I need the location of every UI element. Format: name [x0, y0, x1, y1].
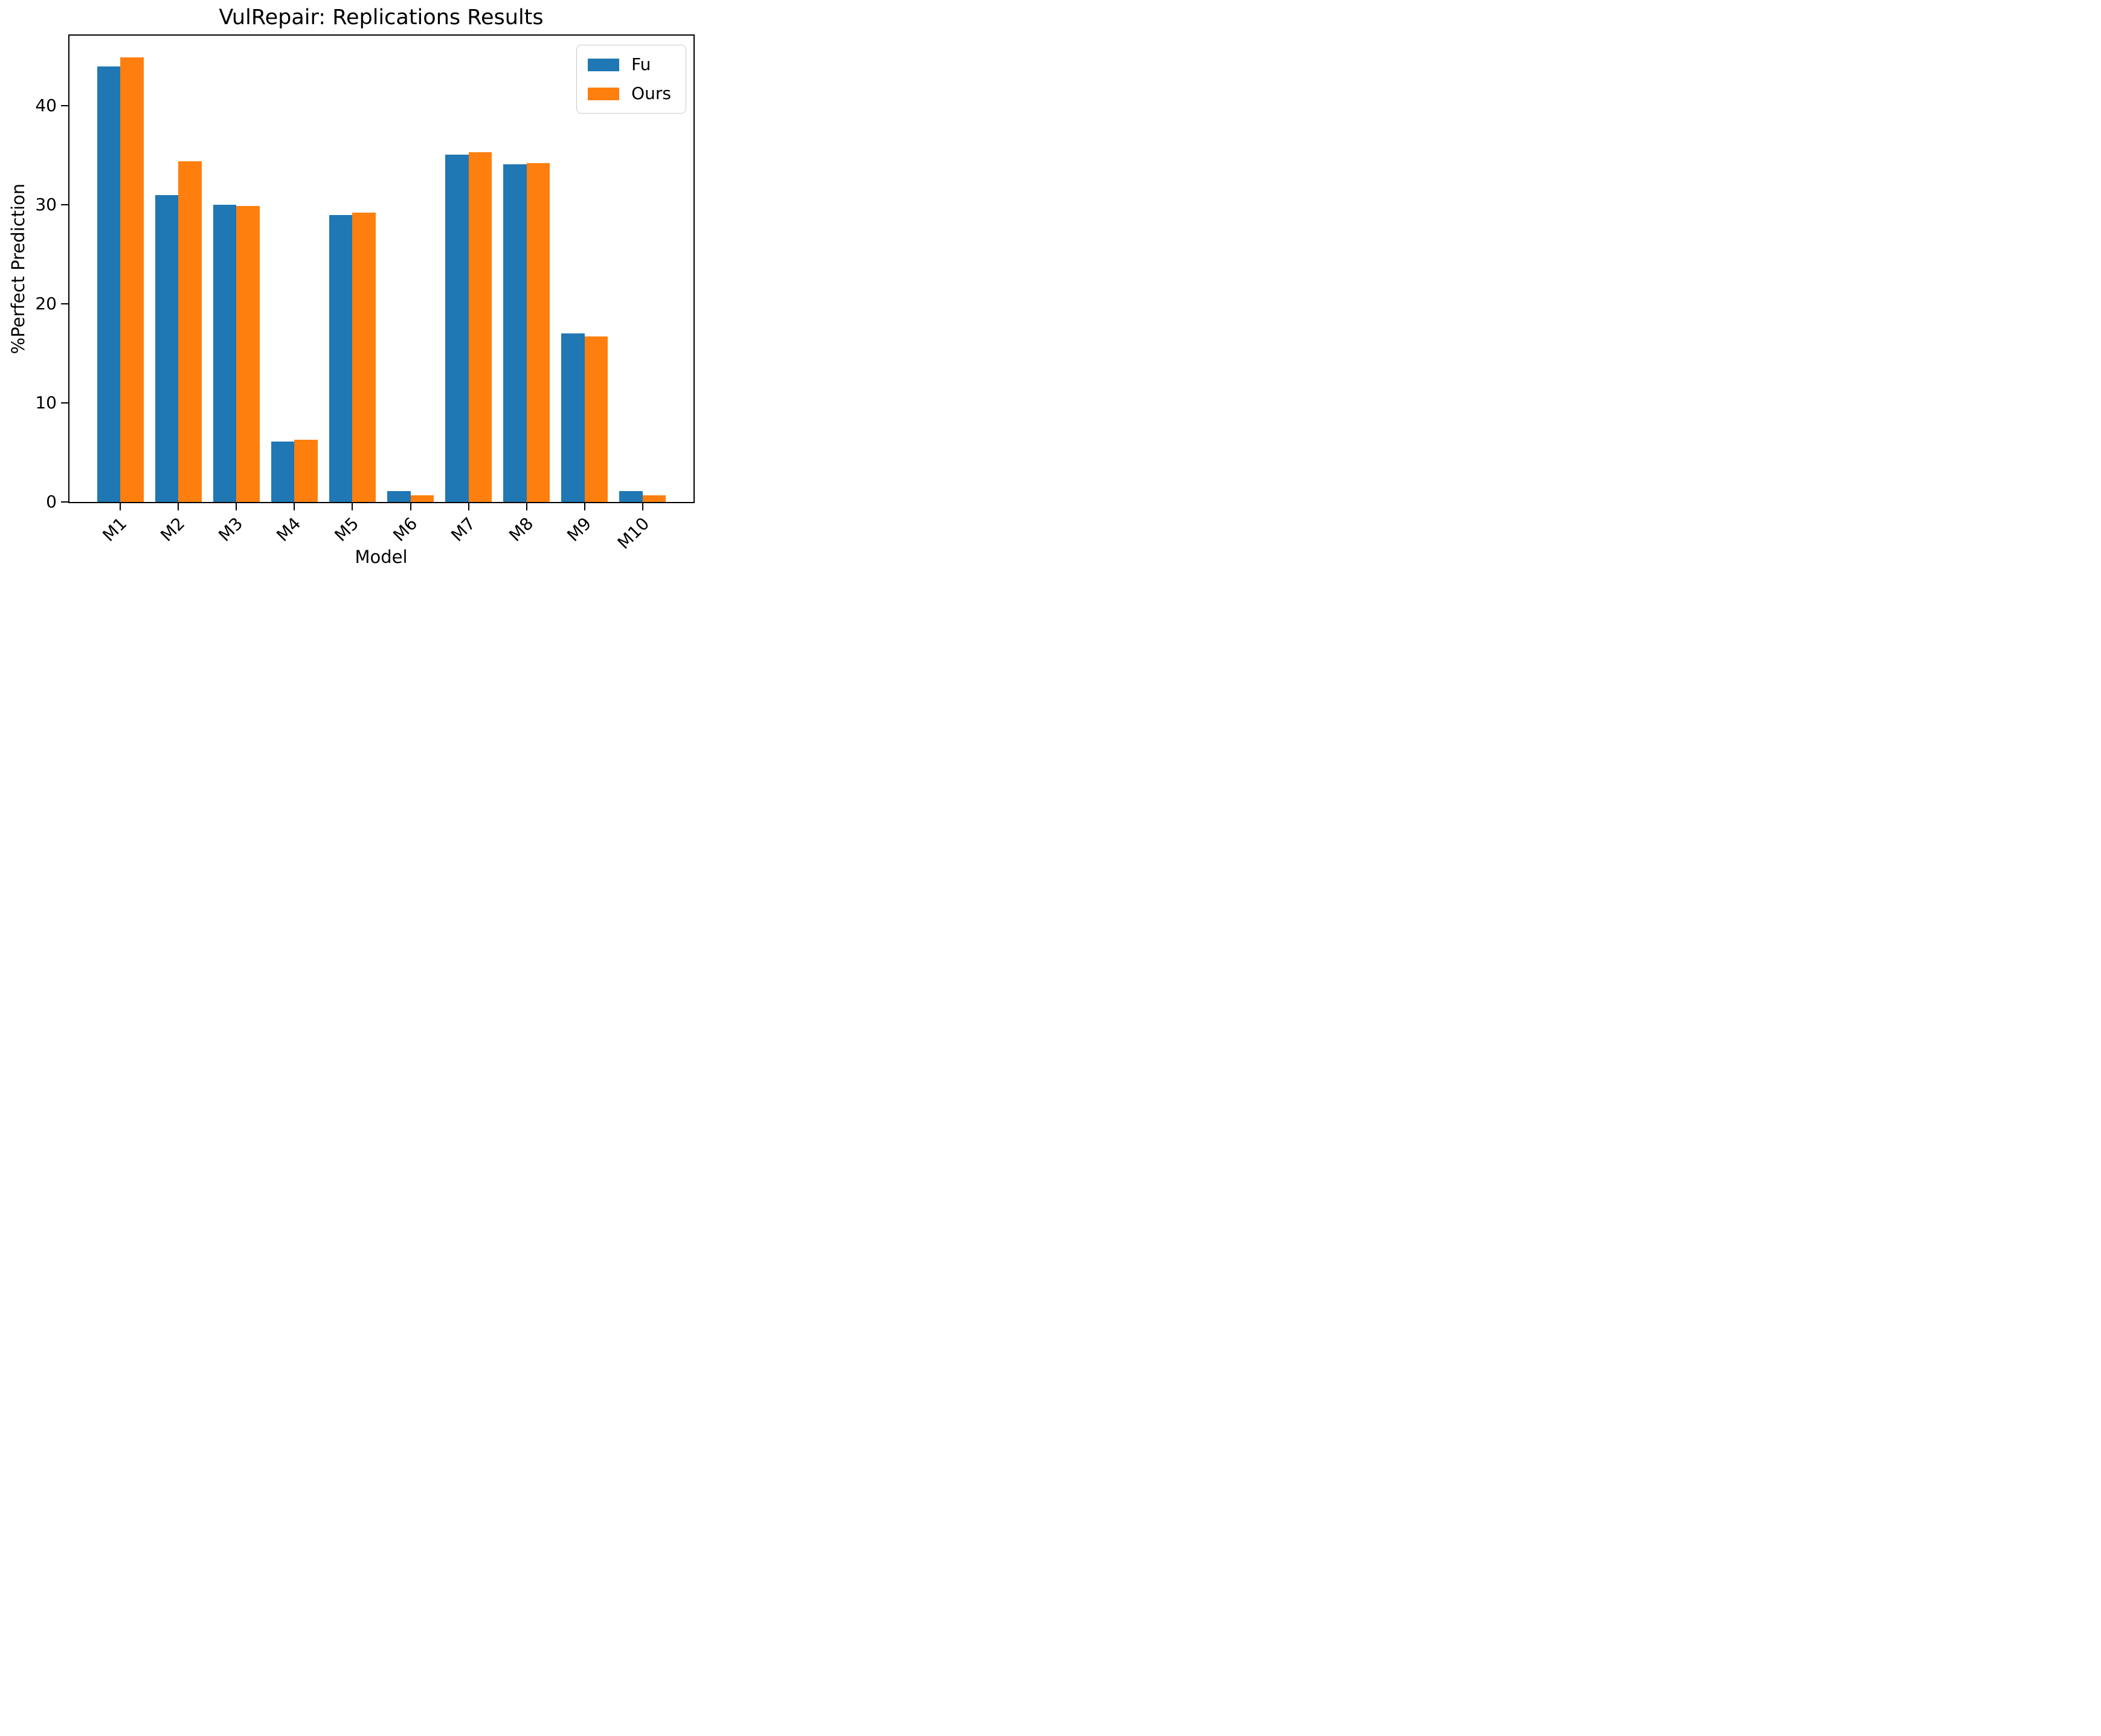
x-tick — [468, 503, 469, 510]
y-tick-label-30: 30 — [35, 194, 57, 215]
chart: VulRepair: Replications Results %Perfect… — [0, 0, 700, 579]
x-tick-label-M10: M10 — [613, 513, 653, 553]
bar-M3-ours — [236, 205, 260, 502]
bar-M2-fu — [155, 194, 179, 502]
x-tick — [294, 503, 295, 510]
y-tick — [61, 303, 68, 305]
y-tick — [61, 204, 68, 206]
y-tick-label-0: 0 — [46, 492, 57, 512]
bar-M10-fu — [619, 490, 643, 502]
x-tick — [120, 503, 121, 510]
bar-M8-fu — [503, 164, 527, 502]
x-axis-label: Model — [355, 547, 408, 567]
bar-M5-fu — [329, 214, 353, 502]
x-tick-label-M2: M2 — [156, 513, 189, 546]
bar-M1-fu — [97, 66, 121, 502]
bar-M9-ours — [584, 336, 608, 502]
x-tick-label-M3: M3 — [214, 513, 247, 546]
chart-title: VulRepair: Replications Results — [219, 5, 544, 30]
legend-swatch-fu — [588, 58, 620, 71]
x-tick — [526, 503, 527, 510]
y-tick — [61, 105, 68, 107]
x-tick-label-M6: M6 — [388, 513, 421, 546]
x-tick-label-M9: M9 — [562, 513, 595, 546]
bar-M7-fu — [445, 154, 469, 502]
y-tick-label-40: 40 — [35, 95, 57, 116]
x-tick-label-M5: M5 — [330, 513, 363, 546]
legend-label-fu: Fu — [631, 54, 651, 74]
x-tick-label-M8: M8 — [504, 513, 537, 546]
bar-M2-ours — [178, 161, 202, 502]
x-tick-label-M4: M4 — [272, 513, 305, 546]
legend-swatch-ours — [588, 87, 620, 100]
x-tick-label-M1: M1 — [98, 513, 131, 546]
x-tick — [352, 503, 353, 510]
y-tick-label-20: 20 — [35, 294, 57, 314]
y-tick-label-10: 10 — [35, 393, 57, 413]
legend: Fu Ours — [576, 45, 686, 114]
x-tick — [178, 503, 179, 510]
y-tick — [61, 501, 68, 503]
legend-label-ours: Ours — [631, 83, 671, 103]
bar-M4-fu — [271, 442, 295, 502]
x-tick-label-M7: M7 — [446, 513, 479, 546]
bar-M5-ours — [352, 213, 376, 502]
bar-M3-fu — [213, 205, 237, 502]
bar-M1-ours — [120, 57, 144, 502]
y-tick — [61, 402, 68, 404]
bar-M8-ours — [526, 163, 550, 502]
bar-M7-ours — [468, 152, 492, 502]
legend-entry-ours: Ours — [588, 84, 671, 103]
x-tick — [410, 503, 411, 510]
x-tick — [584, 503, 585, 510]
bar-M6-fu — [387, 490, 411, 502]
bar-M6-ours — [410, 495, 434, 502]
bar-M4-ours — [294, 439, 318, 502]
bar-M9-fu — [561, 333, 585, 502]
x-tick — [642, 503, 643, 510]
x-tick — [236, 503, 237, 510]
bar-M10-ours — [642, 495, 666, 502]
legend-entry-fu: Fu — [588, 55, 671, 74]
